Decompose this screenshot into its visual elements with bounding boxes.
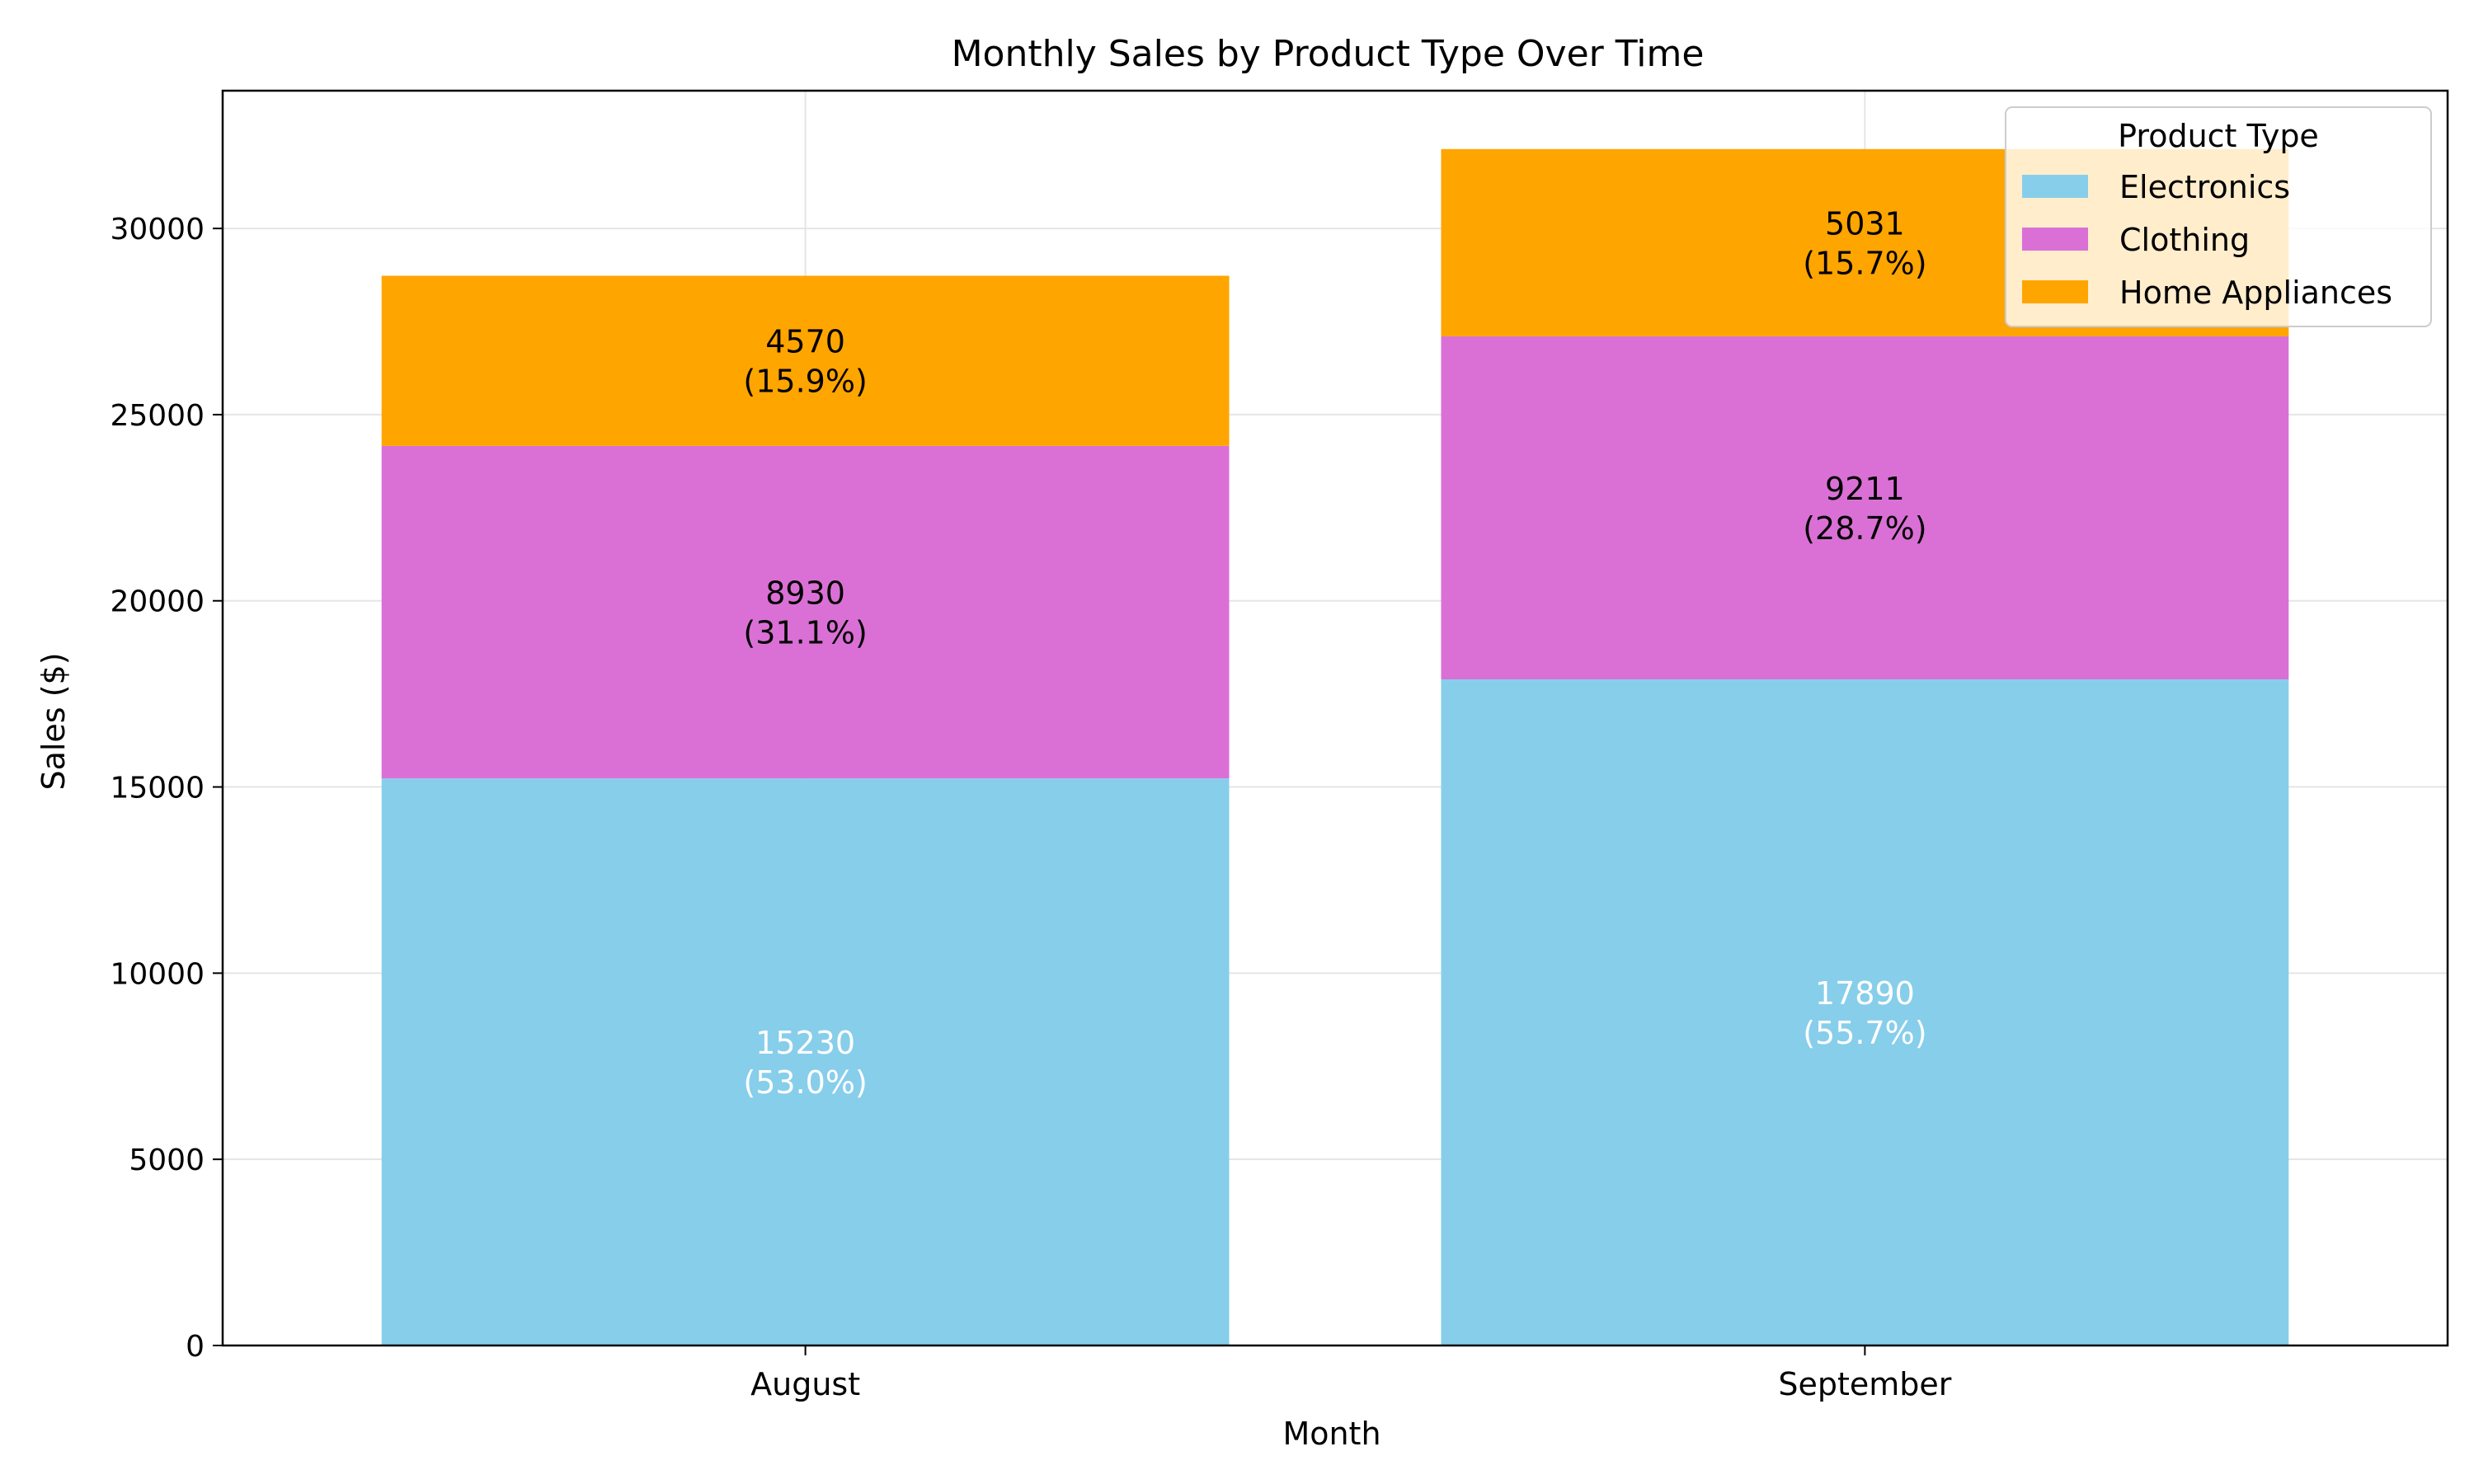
- legend-box: [2005, 106, 2432, 327]
- bar-value-labels: 15230 (53.0%) 8930 (31.1%) 4570 (15.9%) 17890(…: [743, 205, 1926, 1101]
- bar-home-appliances: [381, 275, 1230, 446]
- y-axis-label: Sales ($): [35, 652, 72, 790]
- y-tick-label: 20000: [110, 585, 205, 619]
- bar-value-label: 5031 (15.7%): [1803, 205, 1926, 281]
- x-axis-label: Month: [1282, 1416, 1380, 1452]
- y-tick-label: 15000: [110, 772, 205, 805]
- plot-frame: [221, 89, 2449, 1347]
- legend-title: Product Type: [2118, 118, 2319, 154]
- bar-value-label: 17890 (55.7%): [1803, 975, 1926, 1051]
- bar-value-label: 15230 (53.0%): [743, 1025, 867, 1101]
- bars: [381, 148, 2289, 1345]
- x-tick-label: August: [750, 1366, 860, 1402]
- y-tick-label: 30000: [110, 213, 205, 247]
- bar-electronics: [1441, 679, 2289, 1345]
- bar-value-label: 9211 (28.7%): [1803, 471, 1926, 547]
- legend-swatch: [2022, 280, 2088, 303]
- legend-items: Electronics Clothing Home Appliances: [2022, 169, 2392, 311]
- bar-electronics: [381, 778, 1230, 1345]
- legend-label: Electronics: [2119, 169, 2290, 205]
- axes: 0 5000 10000 15000 20000 25000 30000 August Sept…: [110, 213, 1951, 1402]
- legend-label: Home Appliances: [2119, 275, 2392, 311]
- chart-title: Monthly Sales by Product Type Over Time: [952, 33, 1705, 75]
- legend-swatch: [2022, 228, 2088, 251]
- x-tick-label: September: [1778, 1366, 1951, 1402]
- legend: Product Type Electronics Clothing Home App…: [2005, 106, 2432, 327]
- y-tick-label: 0: [186, 1330, 205, 1364]
- y-tick-label: 10000: [110, 957, 205, 991]
- legend-label: Clothing: [2119, 222, 2250, 258]
- bar-clothing: [1441, 336, 2289, 680]
- bar-value-label: 8930 (31.1%): [743, 575, 867, 651]
- bar-value-label: 4570 (15.9%): [743, 324, 867, 400]
- legend-swatch: [2022, 175, 2088, 198]
- y-tick-label: 25000: [110, 399, 205, 433]
- bar-clothing: [381, 445, 1230, 779]
- y-tick-label: 5000: [129, 1144, 205, 1177]
